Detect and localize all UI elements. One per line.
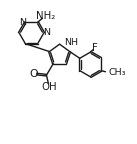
- Text: NH: NH: [64, 38, 78, 47]
- Text: F: F: [92, 43, 98, 53]
- Text: O: O: [30, 69, 38, 79]
- Text: N: N: [19, 18, 26, 27]
- Text: NH₂: NH₂: [36, 11, 55, 21]
- Text: CH₃: CH₃: [109, 68, 126, 77]
- Text: OH: OH: [41, 83, 57, 92]
- Text: N: N: [43, 29, 50, 37]
